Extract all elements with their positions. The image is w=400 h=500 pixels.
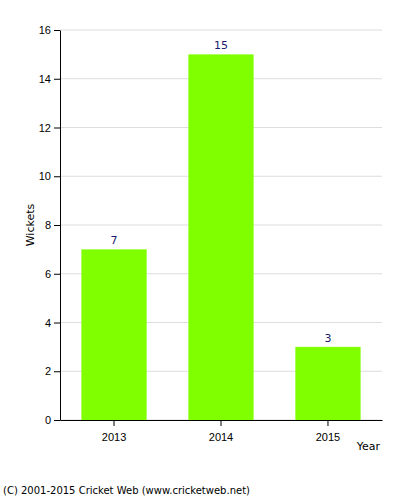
y-tick-mark <box>54 79 60 80</box>
data-labels: 7 15 3 <box>111 39 332 345</box>
x-axis-title: Year <box>356 440 381 453</box>
bar <box>295 347 360 420</box>
y-tick-mark <box>54 274 60 275</box>
y-tick-label: 10 <box>39 170 51 182</box>
x-tick-mark <box>327 420 328 426</box>
y-tick: 16 <box>39 24 60 36</box>
y-tick-label: 12 <box>39 122 51 134</box>
y-tick: 14 <box>39 73 60 85</box>
y-tick-label: 6 <box>45 268 51 280</box>
x-tick: 2014 <box>209 420 233 443</box>
y-tick-label: 16 <box>39 24 51 36</box>
x-tick-label: 2014 <box>209 431 233 443</box>
y-tick-label: 2 <box>45 365 51 377</box>
footer-note: (C) 2001-2015 Cricket Web (www.cricketwe… <box>3 485 250 496</box>
y-tick: 4 <box>45 317 60 329</box>
y-tick-label: 4 <box>45 317 51 329</box>
y-tick-label: 14 <box>39 73 51 85</box>
x-tick-mark <box>221 420 222 426</box>
y-tick-mark <box>54 420 60 421</box>
y-axis-line <box>60 31 61 421</box>
bar <box>188 54 253 420</box>
background <box>0 0 400 500</box>
y-tick: 0 <box>45 414 60 426</box>
y-axis-title: Wickets <box>24 203 37 246</box>
x-tick-mark <box>114 420 115 426</box>
x-axis: 2013 2014 2015 <box>61 420 383 443</box>
y-tick-mark <box>54 128 60 129</box>
grid-line <box>60 30 382 31</box>
bars <box>81 54 360 420</box>
y-tick-label: 0 <box>45 414 51 426</box>
y-tick-mark <box>54 176 60 177</box>
bar <box>81 249 146 420</box>
data-label: 15 <box>214 39 228 52</box>
plot: 0 2 4 6 8 10 12 14 16 2013 2014 2015 7 15 3 <box>39 24 383 443</box>
data-label: 3 <box>324 332 331 345</box>
y-tick: 12 <box>39 122 60 134</box>
x-tick-label: 2013 <box>102 431 126 443</box>
grid <box>60 30 382 420</box>
x-tick: 2013 <box>102 420 126 443</box>
chart: 0 2 4 6 8 10 12 14 16 2013 2014 2015 7 15 3 Wickets Year… <box>0 0 400 500</box>
y-tick: 8 <box>45 219 60 231</box>
y-tick: 10 <box>39 170 60 182</box>
x-tick: 2015 <box>316 420 340 443</box>
y-axis: 0 2 4 6 8 10 12 14 16 <box>39 24 61 426</box>
y-tick: 2 <box>45 365 60 377</box>
data-label: 7 <box>111 234 118 247</box>
y-tick-mark <box>54 371 60 372</box>
y-tick-mark <box>54 225 60 226</box>
y-tick-mark <box>54 323 60 324</box>
y-tick: 6 <box>45 268 60 280</box>
y-tick-label: 8 <box>45 219 51 231</box>
y-tick-mark <box>54 30 60 31</box>
x-tick-label: 2015 <box>316 431 340 443</box>
